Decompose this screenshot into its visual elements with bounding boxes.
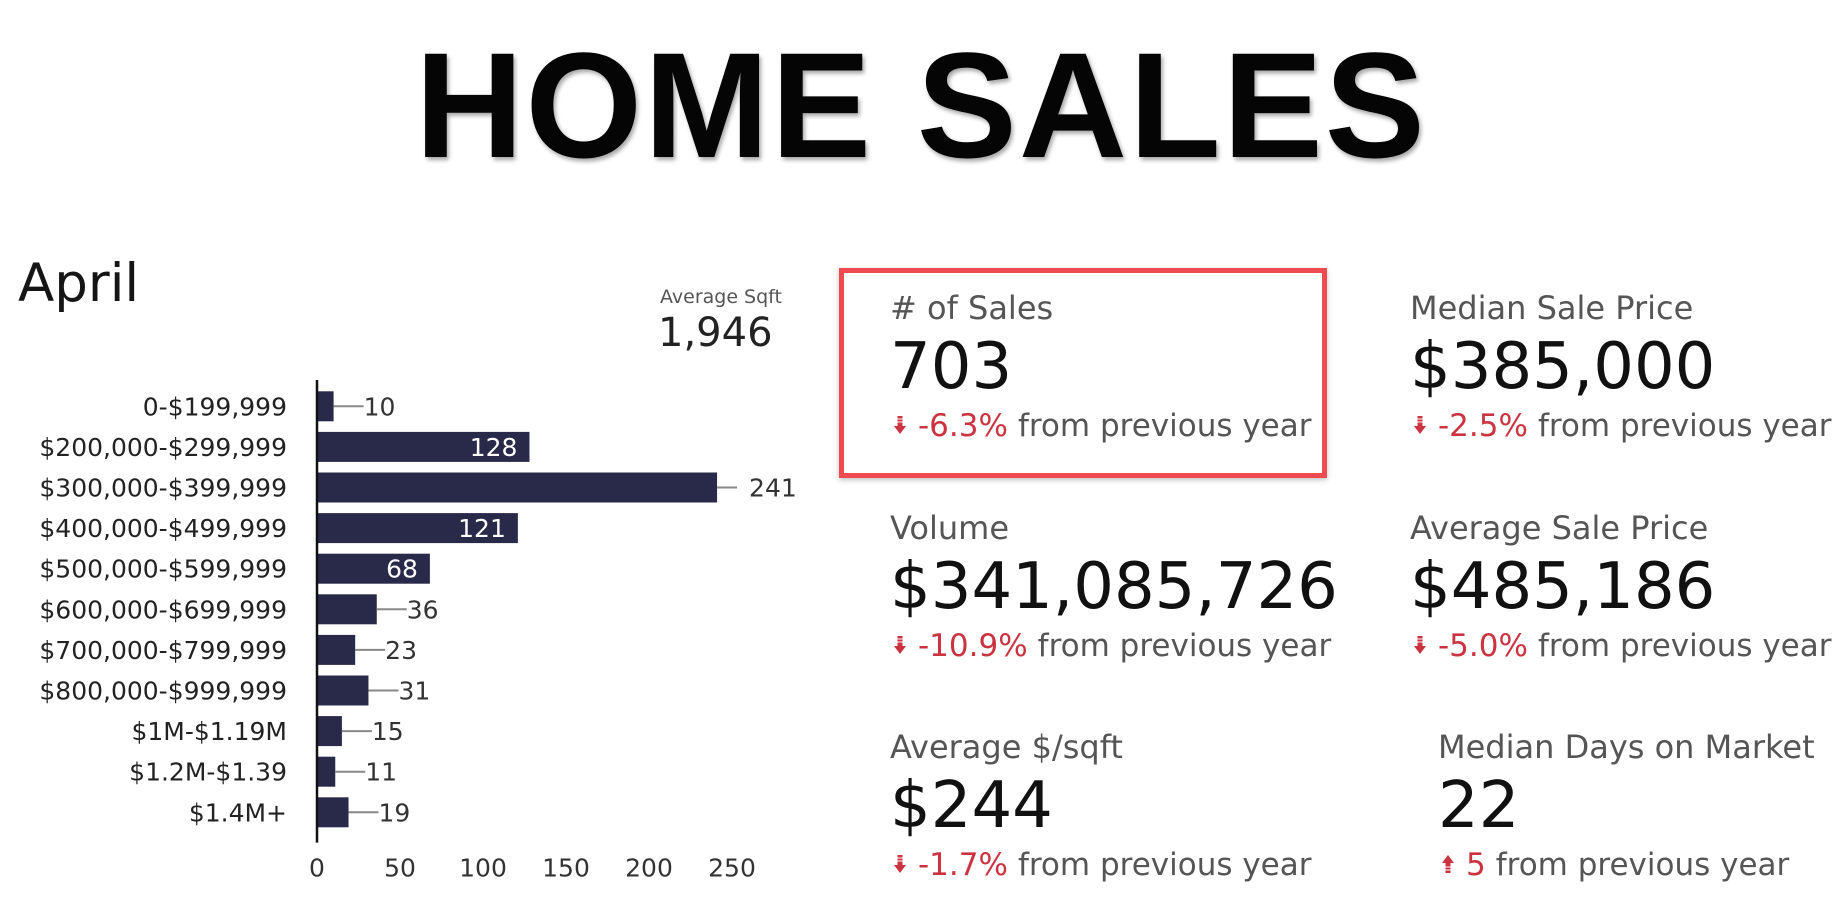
kpi-delta: 5	[1466, 847, 1486, 883]
page-title: HOME SALES	[415, 21, 1427, 189]
kpi-label: Average $/sqft	[890, 728, 1123, 766]
kpi-delta: -5.0%	[1438, 628, 1528, 664]
average-sqft-value: 1,946	[658, 310, 773, 356]
kpi-value: $485,186	[1410, 550, 1716, 624]
kpi-change: -1.7% from previous year	[890, 845, 1312, 885]
average-sqft-label: Average Sqft	[660, 286, 782, 308]
kpi-value: $385,000	[1410, 330, 1716, 404]
kpi-change: -10.9% from previous year	[890, 626, 1338, 666]
bar	[317, 756, 336, 787]
category-label: $700,000-$799,999	[39, 636, 287, 665]
category-label: $800,000-$999,999	[39, 677, 287, 706]
month-label: April	[18, 253, 140, 314]
x-tick-label: 200	[625, 854, 673, 883]
kpi-value: 22	[1438, 769, 1520, 843]
bar	[317, 634, 356, 665]
up-arrow-icon	[1438, 847, 1458, 873]
kpi-change-suffix: from previous year	[1495, 847, 1790, 883]
kpi-card-volume: Volume $341,085,726 -10.9% from previous ye…	[890, 508, 1338, 666]
value-label: 68	[386, 555, 418, 584]
bar	[317, 675, 369, 706]
kpi-card-of-sales: # of Sales 703 -6.3% from previous year	[890, 288, 1312, 446]
price-range-bar-chart: 0-$199,999 10 $200,000-$299,999 128 $300,000…	[39, 380, 797, 883]
kpi-change: -2.5% from previous year	[1410, 406, 1832, 446]
kpi-change-suffix: from previous year	[1017, 847, 1312, 883]
category-label: $600,000-$699,999	[39, 595, 287, 624]
kpi-change: -6.3% from previous year	[890, 406, 1312, 446]
bar	[317, 553, 430, 584]
category-label: $300,000-$399,999	[39, 474, 287, 503]
kpi-value: 703	[890, 330, 1013, 404]
value-label: 19	[379, 798, 411, 827]
kpi-change-suffix: from previous year	[1537, 408, 1832, 444]
kpi-label: Average Sale Price	[1410, 509, 1709, 547]
category-label: $500,000-$599,999	[39, 555, 287, 584]
kpi-delta: -10.9%	[918, 628, 1028, 664]
value-label: 36	[407, 595, 439, 624]
kpi-change: 5 from previous year	[1438, 845, 1815, 885]
category-label: $1.4M+	[189, 798, 287, 827]
kpi-label: Median Sale Price	[1410, 289, 1694, 327]
down-arrow-icon	[890, 847, 910, 873]
down-arrow-icon	[890, 408, 910, 434]
category-label: $1M-$1.19M	[131, 717, 287, 746]
value-label: 31	[398, 677, 430, 706]
bar	[317, 513, 518, 544]
kpi-card-median-sale-price: Median Sale Price $385,000 -2.5% from previ…	[1410, 288, 1832, 446]
x-tick-label: 50	[384, 854, 416, 883]
x-tick-label: 250	[708, 854, 756, 883]
kpi-change: -5.0% from previous year	[1410, 626, 1832, 666]
value-label: 11	[365, 758, 397, 787]
value-label: 128	[470, 433, 518, 462]
kpi-card-median-days-on-market: Median Days on Market 22 5 from previous ye…	[1438, 727, 1815, 885]
bar	[317, 391, 334, 422]
kpi-change-suffix: from previous year	[1017, 408, 1312, 444]
category-label: $400,000-$499,999	[39, 514, 287, 543]
x-tick-label: 150	[542, 854, 590, 883]
value-label: 10	[364, 392, 396, 421]
kpi-card-average-sqft: Average $/sqft $244 -1.7% from previous yea…	[890, 727, 1312, 885]
kpi-change-suffix: from previous year	[1037, 628, 1332, 664]
category-label: $1.2M-$1.39	[129, 758, 287, 787]
kpi-label: Median Days on Market	[1438, 728, 1815, 766]
down-arrow-icon	[1410, 628, 1430, 654]
kpi-card-average-sale-price: Average Sale Price $485,186 -5.0% from prev…	[1410, 508, 1832, 666]
bar	[317, 594, 377, 625]
value-label: 15	[372, 717, 404, 746]
bar	[317, 472, 718, 503]
value-label: 241	[749, 474, 797, 503]
x-tick-label: 0	[309, 854, 325, 883]
kpi-label: Volume	[890, 509, 1010, 547]
x-tick-label: 100	[459, 854, 507, 883]
down-arrow-icon	[890, 628, 910, 654]
kpi-delta: -6.3%	[918, 408, 1008, 444]
kpi-delta: -2.5%	[1438, 408, 1528, 444]
kpi-value: $244	[890, 769, 1053, 843]
sales-highlight-box	[839, 268, 1327, 478]
category-label: 0-$199,999	[143, 392, 287, 421]
value-label: 23	[385, 636, 417, 665]
down-arrow-icon	[1410, 408, 1430, 434]
bar	[317, 716, 342, 747]
value-label: 121	[458, 514, 506, 543]
bar	[317, 797, 349, 828]
category-label: $200,000-$299,999	[39, 433, 287, 462]
bar	[317, 431, 530, 462]
kpi-change-suffix: from previous year	[1537, 628, 1832, 664]
kpi-delta: -1.7%	[918, 847, 1008, 883]
kpi-value: $341,085,726	[890, 550, 1338, 624]
kpi-label: # of Sales	[890, 289, 1054, 327]
